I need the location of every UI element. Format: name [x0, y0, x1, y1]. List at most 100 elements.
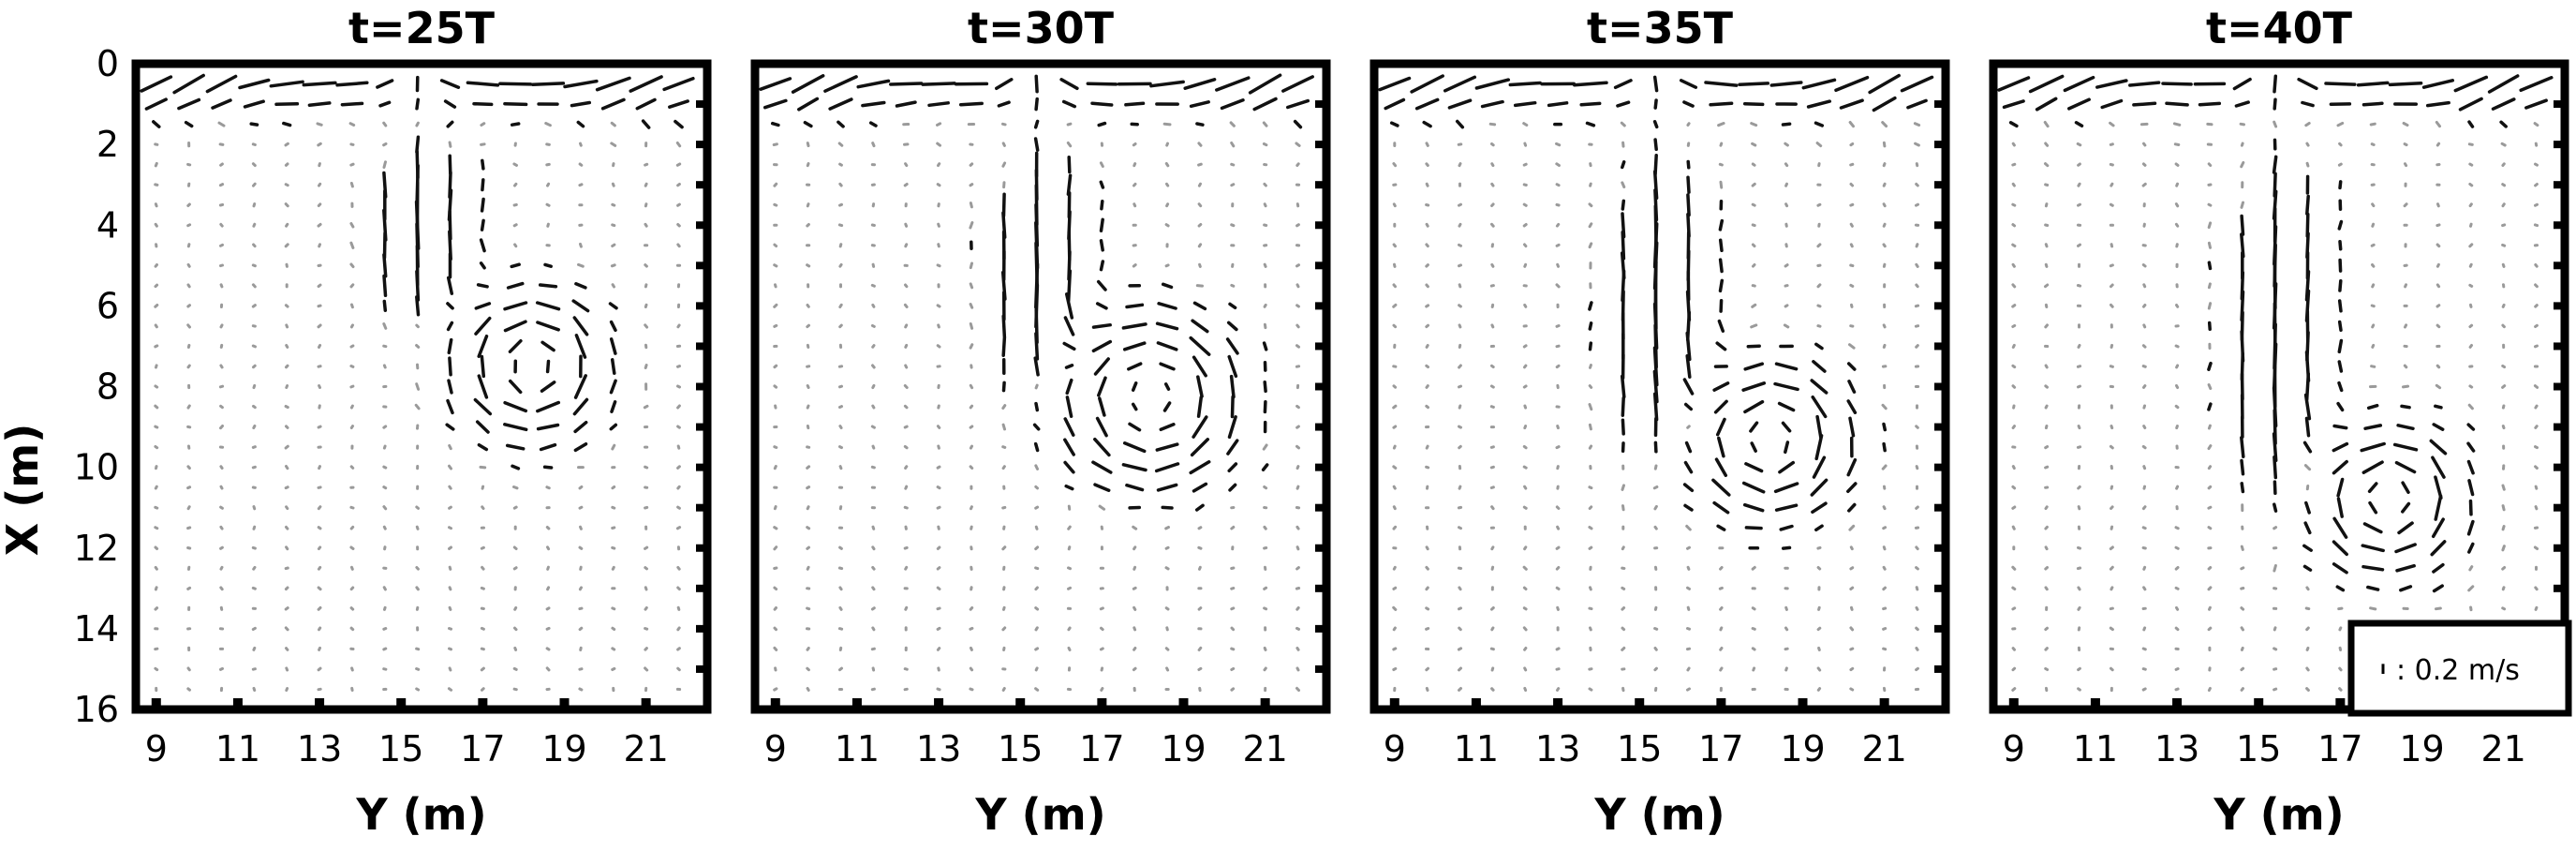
vector-arrow: [1248, 73, 1282, 95]
vector-arrow: [969, 383, 974, 390]
vector-arrow: [837, 566, 844, 571]
vector-arrow: [1228, 302, 1237, 310]
x-tick-label: 21: [623, 728, 668, 769]
vector-arrow: [2392, 442, 2419, 452]
vector-arrow: [1882, 343, 1887, 349]
vector-arrow: [1717, 122, 1725, 127]
vector-arrow: [838, 465, 843, 470]
vector-arrow: [1392, 666, 1398, 671]
vector-arrow: [2109, 545, 2114, 551]
vector-arrow: [2533, 545, 2539, 550]
vector-arrow: [1295, 142, 1301, 147]
vector-arrow: [274, 102, 300, 107]
vector-arrow: [2141, 526, 2147, 530]
vector-arrow: [969, 322, 974, 330]
vector-arrow: [1621, 160, 1626, 170]
vector-arrow: [481, 178, 485, 192]
vector-arrow: [970, 505, 973, 511]
y-tick-label: 12: [74, 528, 119, 569]
vector-arrow: [1132, 586, 1137, 590]
vector-arrow: [1588, 687, 1593, 692]
vector-arrow: [2044, 566, 2049, 571]
vector-arrow: [1133, 182, 1137, 187]
vector-arrow: [871, 404, 876, 410]
vector-arrow: [871, 586, 876, 591]
vector-arrow: [609, 423, 618, 431]
vector-arrow: [1263, 666, 1267, 672]
vector-arrow: [1262, 443, 1268, 451]
vector-arrow: [1033, 441, 1040, 453]
vector-arrow: [573, 374, 587, 399]
vector-arrow: [415, 121, 420, 127]
vector-arrow: [1751, 647, 1756, 651]
vector-arrow: [610, 121, 616, 127]
vector-arrow: [969, 221, 974, 230]
vector-arrow: [2044, 666, 2050, 671]
vector-arrow: [611, 606, 616, 611]
vector-arrow: [1034, 626, 1039, 632]
vector-arrow: [1458, 202, 1462, 207]
vector-arrow: [1133, 565, 1137, 571]
vector-arrow: [903, 545, 909, 550]
vector-arrow: [1882, 323, 1887, 329]
vector-arrow: [448, 356, 452, 377]
vector-arrow: [2467, 142, 2474, 146]
vector-arrow: [1163, 382, 1171, 391]
vector-arrow: [1913, 122, 1921, 127]
vector-arrow: [611, 626, 616, 631]
vector-arrow: [1682, 378, 1695, 396]
vector-arrow: [481, 687, 485, 692]
vector-arrow: [1066, 173, 1073, 196]
vector-arrow: [2011, 647, 2016, 651]
vector-arrow: [282, 121, 292, 127]
vector-arrow: [155, 465, 158, 470]
vector-arrow: [2302, 564, 2313, 572]
vector-arrow: [382, 525, 387, 530]
y-tick-label: 6: [96, 285, 119, 326]
vector-arrow: [1621, 586, 1626, 590]
vector-arrow: [904, 323, 909, 329]
vector-arrow: [611, 223, 616, 228]
vector-arrow: [644, 222, 648, 228]
vector-arrow: [1263, 546, 1268, 550]
vector-arrow: [2401, 481, 2410, 494]
vector-arrow: [759, 77, 792, 91]
vector-arrow: [1556, 465, 1560, 470]
vector-arrow: [570, 100, 592, 108]
vector-arrow: [249, 122, 259, 127]
vector-arrow: [1061, 99, 1077, 109]
vector-arrow: [545, 202, 551, 207]
vector-arrow: [2534, 202, 2539, 207]
vector-arrow: [674, 119, 684, 129]
x-tick-label: 11: [1454, 728, 1499, 769]
vector-arrow: [2466, 423, 2476, 431]
vector-arrow: [1034, 464, 1039, 470]
vector-arrow: [285, 425, 289, 429]
vector-arrow: [2468, 243, 2474, 248]
vector-arrow: [2304, 416, 2311, 438]
vector-arrow: [2501, 525, 2506, 531]
vector-arrow: [806, 505, 810, 511]
vector-arrow: [1523, 545, 1528, 551]
vector-arrow: [252, 222, 257, 228]
vector-arrow: [806, 162, 810, 168]
vector-arrow: [1686, 545, 1691, 550]
vector-arrow: [1230, 647, 1236, 651]
vector-arrow: [1784, 202, 1789, 208]
vector-arrow: [1295, 647, 1300, 651]
vector-arrow: [1522, 444, 1528, 450]
vector-arrow: [382, 647, 388, 651]
vector-arrow: [2367, 482, 2378, 494]
vector-arrow: [1774, 362, 1799, 371]
vector-arrow: [1816, 202, 1822, 207]
vector-arrow: [2077, 162, 2081, 167]
vector-arrow: [512, 687, 518, 692]
vector-arrow: [1653, 504, 1658, 511]
vector-arrow: [1777, 401, 1796, 412]
vector-arrow: [2240, 545, 2244, 551]
vector-arrow: [1714, 457, 1728, 477]
vector-arrow: [2011, 262, 2016, 268]
vector-arrow: [512, 223, 518, 228]
vector-arrow: [1295, 444, 1300, 450]
